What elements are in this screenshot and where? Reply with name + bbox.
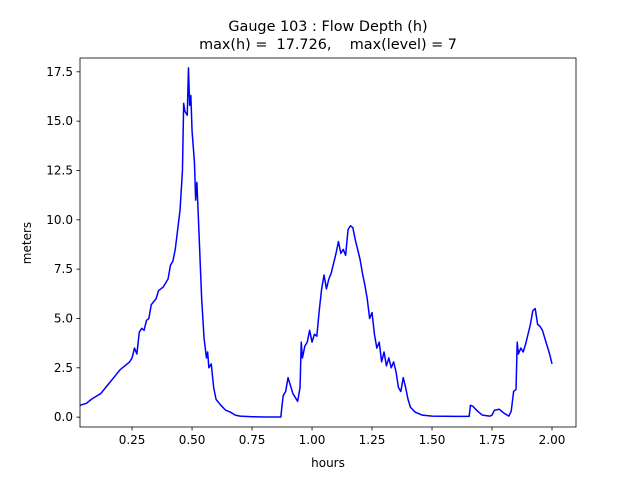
y-tick-label: 2.5 — [54, 361, 73, 375]
y-tick-label: 7.5 — [54, 262, 73, 276]
y-tick-label: 15.0 — [46, 114, 73, 128]
x-tick-label: 1.25 — [359, 433, 386, 447]
data-line — [79, 67, 553, 418]
x-tick-label: 0.75 — [239, 433, 266, 447]
y-tick-label: 12.5 — [46, 163, 73, 177]
x-tick-label: 0.50 — [179, 433, 206, 447]
y-tick-label: 5.0 — [54, 311, 73, 325]
chart-title: Gauge 103 : Flow Depth (h) — [228, 19, 427, 35]
plot-frame — [79, 57, 577, 428]
y-tick-label: 10.0 — [46, 213, 73, 227]
y-axis-label: meters — [20, 222, 34, 264]
chart-subtitle: max(h) = 17.726, max(level) = 7 — [199, 37, 457, 53]
x-tick-label: 2.00 — [539, 433, 566, 447]
x-axis-label: hours — [311, 456, 345, 470]
y-tick-label: 17.5 — [46, 65, 73, 79]
y-tick-label: 0.0 — [54, 410, 73, 424]
x-tick-label: 0.25 — [119, 433, 146, 447]
x-tick-label: 1.75 — [479, 433, 506, 447]
x-tick-label: 1.00 — [299, 433, 326, 447]
x-tick-label: 1.50 — [419, 433, 446, 447]
